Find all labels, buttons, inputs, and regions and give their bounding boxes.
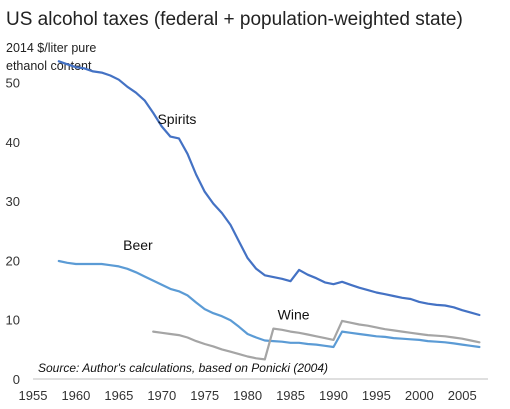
x-tick-label: 1985: [276, 388, 305, 403]
y-axis-label-line1: 2014 $/liter pure: [6, 41, 96, 55]
x-tick-label: 2000: [405, 388, 434, 403]
x-tick-label: 1970: [147, 388, 176, 403]
x-tick-label: 1995: [362, 388, 391, 403]
y-axis-ticks: 0 10 20 30 40 50: [6, 76, 20, 387]
x-axis-ticks: 1955 1960 1965 1970 1975 1980 1985 1990 1995 2000…: [19, 388, 477, 403]
chart-title: US alcohol taxes (federal + population-w…: [6, 9, 463, 30]
x-tick-label: 1975: [190, 388, 219, 403]
series-labels: Spirits Beer Wine: [123, 111, 310, 323]
x-tick-label: 1980: [233, 388, 262, 403]
wine-series-line: [152, 319, 481, 361]
source-note: Source: Author's calculations, based on …: [38, 361, 328, 375]
y-tick-label: 30: [6, 194, 20, 209]
x-tick-label: 2005: [448, 388, 477, 403]
x-tick-label: 1990: [319, 388, 348, 403]
spirits-series-label: Spirits: [157, 111, 196, 127]
y-tick-label: 50: [6, 76, 20, 91]
x-tick-label: 1955: [19, 388, 48, 403]
y-tick-label: 40: [6, 135, 20, 150]
wine-series-label: Wine: [278, 307, 310, 323]
x-tick-label: 1965: [104, 388, 133, 403]
beer-series-label: Beer: [123, 237, 153, 253]
spirits-series-line: [57, 60, 481, 317]
y-tick-label: 0: [13, 372, 20, 387]
y-tick-label: 20: [6, 253, 20, 268]
series-lines: [57, 60, 481, 361]
y-axis-label-line2: ethanol content: [6, 59, 92, 73]
x-tick-label: 1960: [61, 388, 90, 403]
y-tick-label: 10: [6, 313, 20, 328]
